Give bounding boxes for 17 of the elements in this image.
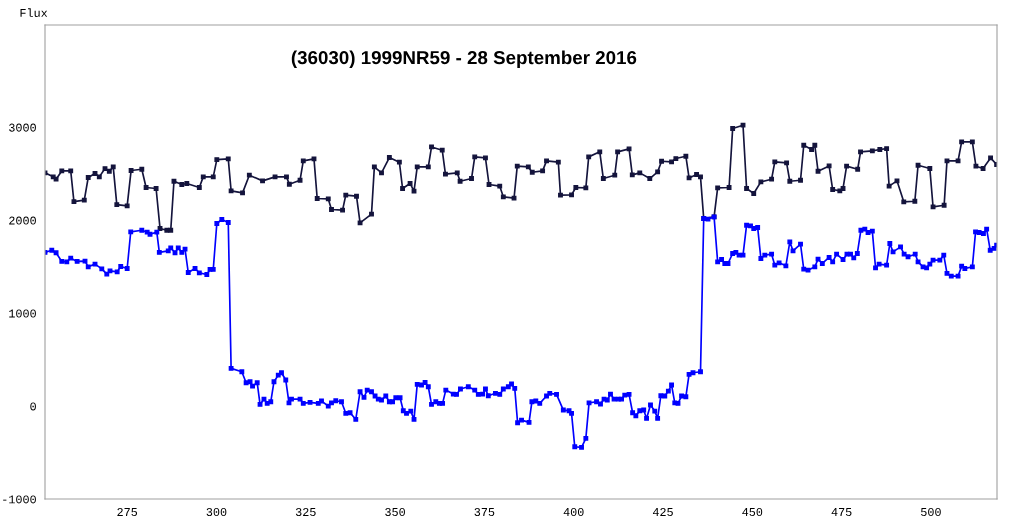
y-tick-label: 0	[30, 402, 36, 411]
x-tick-label: 425	[652, 507, 673, 516]
x-tick-label: 500	[921, 507, 941, 516]
x-tick-label: 400	[563, 507, 584, 516]
y-tick-label: 1000	[9, 309, 36, 318]
x-tick-label: 275	[117, 507, 138, 516]
x-tick-label: 350	[385, 507, 405, 516]
x-tick-label: 325	[295, 507, 316, 516]
x-tick-label: 450	[742, 507, 763, 516]
x-tick-label: 300	[206, 507, 227, 516]
x-tick-label: 475	[831, 508, 852, 516]
y-tick-label: 2000	[9, 216, 36, 225]
text: (36030) 1999NR59 - 28 September 2016	[291, 50, 637, 68]
y-tick-label: -1000	[3, 495, 36, 504]
y-tick-label: 3000	[9, 123, 36, 132]
y-axis-title: Flux	[20, 8, 48, 17]
x-tick-label: 375	[474, 507, 495, 516]
